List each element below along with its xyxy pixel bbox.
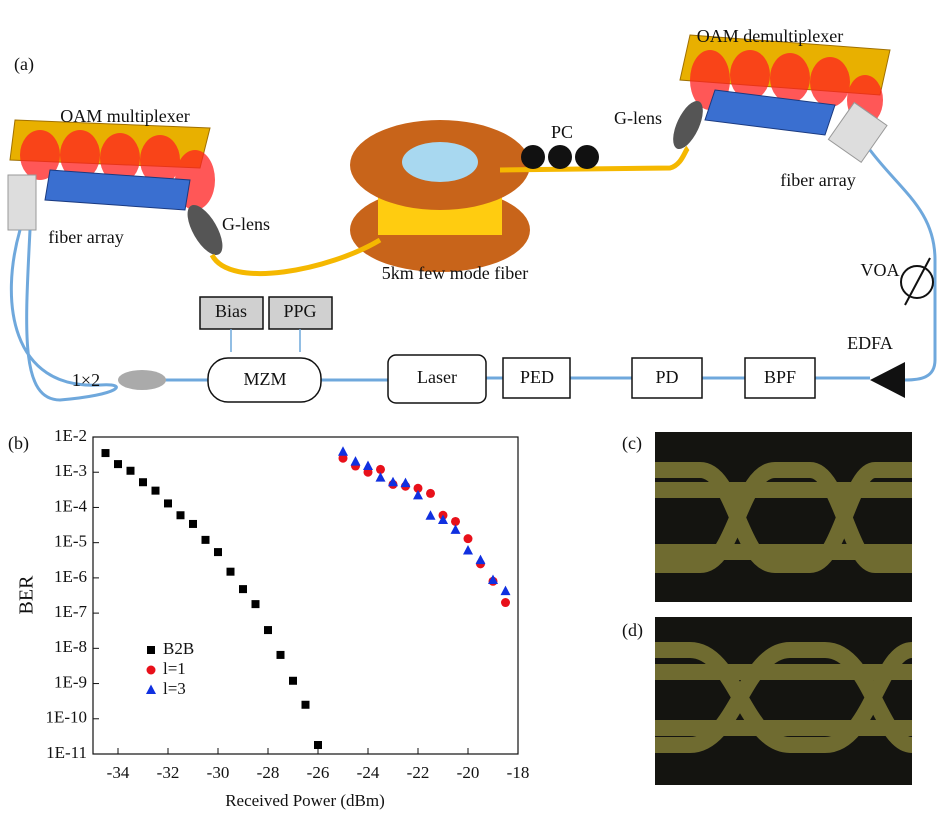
data-point [127, 467, 135, 475]
coupler [118, 370, 166, 390]
legend-label: l=3 [163, 679, 186, 698]
data-point [202, 536, 210, 544]
data-point [277, 651, 285, 659]
legend-marker [147, 666, 156, 675]
node-label: MZM [243, 369, 286, 389]
edfa-amp [870, 362, 905, 398]
x-tick-label: -18 [507, 763, 530, 782]
data-point [152, 487, 160, 495]
legend-label: l=1 [163, 659, 186, 678]
x-tick-label: -22 [407, 763, 430, 782]
panel-label: (d) [622, 620, 643, 641]
y-axis-label: BER [16, 575, 38, 615]
node-label: OAM demultiplexer [697, 26, 843, 46]
node-label: PD [655, 367, 678, 387]
data-point [476, 555, 486, 565]
node-label: Laser [417, 367, 457, 387]
data-point [463, 545, 473, 555]
pc-paddle [521, 145, 545, 169]
node-label: Bias [215, 301, 247, 321]
x-tick-label: -20 [457, 763, 480, 782]
y-tick-label: 1E-9 [54, 672, 87, 691]
data-point [388, 477, 398, 487]
data-point [338, 446, 348, 456]
fiber-array-left [8, 175, 36, 230]
node-label: PED [520, 367, 554, 387]
node-label: VOA [861, 260, 900, 280]
fiber [11, 230, 116, 400]
node-label: 5km few mode fiber [382, 263, 528, 283]
data-point [413, 490, 423, 500]
setup-diagram [8, 35, 935, 403]
panel-label: (b) [8, 433, 29, 454]
node-label: fiber array [780, 170, 855, 190]
node-label: G-lens [614, 108, 662, 128]
data-point [501, 598, 510, 607]
data-point [363, 461, 373, 471]
data-point [426, 489, 435, 498]
x-tick-label: -30 [207, 763, 230, 782]
y-tick-label: 1E-6 [54, 567, 87, 586]
data-point [302, 701, 310, 709]
data-point [501, 586, 511, 596]
y-tick-label: 1E-8 [54, 637, 87, 656]
data-point [451, 524, 461, 534]
node-label: BPF [764, 367, 796, 387]
data-point [139, 478, 147, 486]
data-point [177, 511, 185, 519]
node-label: G-lens [222, 214, 270, 234]
y-tick-label: 1E-3 [54, 461, 87, 480]
data-point [314, 741, 322, 749]
data-point [214, 548, 222, 556]
data-point [164, 499, 172, 507]
data-point [426, 510, 436, 520]
data-point [114, 460, 122, 468]
node-label: OAM multiplexer [60, 106, 189, 126]
eye-diagram [655, 432, 912, 602]
spool-hole [402, 142, 478, 182]
y-tick-label: 1E-11 [46, 743, 87, 762]
legend-marker [147, 646, 155, 654]
node-label: fiber array [48, 227, 123, 247]
fmf-left [212, 240, 380, 274]
node-label: PC [551, 122, 573, 142]
data-point [252, 600, 260, 608]
y-tick-label: 1E-7 [54, 602, 88, 621]
data-point [464, 534, 473, 543]
y-tick-label: 1E-2 [54, 426, 87, 445]
data-point [227, 568, 235, 576]
data-point [289, 677, 297, 685]
pc-paddle [575, 145, 599, 169]
node-label: EDFA [847, 333, 893, 353]
figure: (a) OAM multiplexer OAM demultiplexer G-… [0, 0, 942, 813]
x-axis-label: Received Power (dBm) [225, 791, 385, 810]
data-point [376, 472, 386, 482]
y-tick-label: 1E-10 [45, 708, 87, 727]
legend-marker [146, 685, 156, 695]
data-point [351, 456, 361, 466]
x-tick-label: -28 [257, 763, 280, 782]
data-point [239, 585, 247, 593]
x-tick-label: -32 [157, 763, 180, 782]
data-point [264, 626, 272, 634]
data-point [102, 449, 110, 457]
eye-diagram [655, 617, 912, 785]
y-tick-label: 1E-5 [54, 532, 87, 551]
data-point [401, 478, 411, 488]
data-point [189, 520, 197, 528]
node-label: PPG [283, 301, 316, 321]
x-tick-label: -34 [107, 763, 130, 782]
panel-label: (a) [14, 54, 34, 75]
rf-link [231, 329, 300, 352]
legend-label: B2B [163, 639, 194, 658]
x-tick-label: -24 [357, 763, 380, 782]
pc-paddle [548, 145, 572, 169]
y-tick-label: 1E-4 [54, 496, 88, 515]
node-label: 1×2 [72, 370, 100, 390]
x-tick-label: -26 [307, 763, 330, 782]
panel-label: (c) [622, 433, 642, 454]
